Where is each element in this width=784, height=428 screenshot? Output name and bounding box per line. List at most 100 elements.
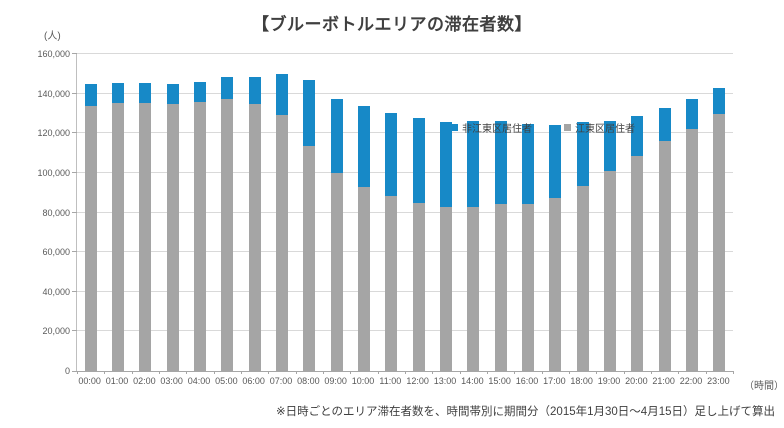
x-axis-tick: [378, 371, 379, 374]
x-axis-tick: [514, 371, 515, 374]
x-axis-unit-label: （時間）: [744, 381, 784, 392]
gridline: [77, 172, 733, 173]
bar-segment-non-koto: [713, 88, 726, 114]
stacked-bar-20:00: [631, 116, 644, 371]
x-axis-tick: [159, 371, 160, 374]
y-axis-tick-label: 100,000: [37, 168, 70, 178]
stacked-bar-14:00: [467, 121, 480, 371]
x-axis-tick: [596, 371, 597, 374]
x-axis-tick: [241, 371, 242, 374]
y-axis-tick: [72, 132, 77, 133]
x-axis-tick-label: 21:00: [652, 376, 675, 386]
stacked-bar-03:00: [166, 84, 179, 371]
bar-segment-koto: [658, 141, 671, 371]
bar-segment-non-koto: [276, 74, 288, 115]
bar-segment-koto: [604, 171, 616, 371]
bar-segment-koto: [166, 104, 179, 371]
x-axis-tick: [186, 371, 187, 374]
stacked-bar-05:00: [221, 77, 234, 371]
stacked-bar-04:00: [194, 82, 206, 371]
bar-segment-non-koto: [330, 99, 343, 173]
bar-segment-koto: [330, 173, 343, 371]
footnote: ※日時ごとのエリア滞在者数を、時間帯別に期間分（2015年1月30日～4月15日…: [276, 406, 775, 418]
bar-segment-non-koto: [412, 118, 425, 203]
x-axis-tick-label: 09:00: [324, 376, 347, 386]
bar-segment-koto: [139, 103, 152, 371]
y-axis-tick-label: 140,000: [37, 89, 70, 99]
x-axis-tick: [460, 371, 461, 374]
x-axis-tick-label: 18:00: [570, 376, 593, 386]
x-axis-tick: [268, 371, 269, 374]
x-axis-tick: [405, 371, 406, 374]
y-axis-tick: [72, 93, 77, 94]
bar-segment-non-koto: [358, 106, 370, 187]
x-axis-tick: [487, 371, 488, 374]
chart-title: 【ブルーボトルエリアの滞在者数】: [252, 15, 532, 34]
plot-area: 非江東区居住者 江東区居住者: [72, 53, 734, 374]
stacked-bar-11:00: [385, 113, 398, 371]
y-axis-unit-label: (人): [44, 31, 61, 42]
bar-segment-non-koto: [221, 77, 234, 99]
stacked-bar-09:00: [330, 99, 343, 371]
x-axis-tick: [104, 371, 105, 374]
x-axis-tick-label: 02:00: [133, 376, 156, 386]
x-axis-tick-label: 00:00: [78, 376, 101, 386]
x-axis-tick: [542, 371, 543, 374]
y-axis-tick: [72, 212, 77, 213]
bar-segment-koto: [713, 114, 726, 371]
stacked-bar-06:00: [248, 77, 261, 371]
x-axis-tick: [569, 371, 570, 374]
x-axis-tick-label: 23:00: [707, 376, 730, 386]
bar-segment-non-koto: [549, 125, 562, 198]
bar-segment-koto: [522, 204, 534, 371]
stacked-bar-17:00: [549, 125, 562, 371]
bar-segment-koto: [194, 102, 206, 371]
x-axis-tick: [214, 371, 215, 374]
bar-segment-koto: [549, 198, 562, 371]
legend-label: 江東区居住者: [575, 124, 635, 135]
gridline: [77, 291, 733, 292]
bar-segment-non-koto: [467, 121, 480, 207]
bar-segment-non-koto: [385, 113, 398, 196]
bar-segment-koto: [248, 104, 261, 371]
x-axis-tick: [678, 371, 679, 374]
bar-segment-non-koto: [522, 124, 534, 204]
x-axis-tick-label: 01:00: [105, 376, 129, 386]
stacked-bar-15:00: [494, 121, 507, 371]
y-axis-tick: [72, 291, 77, 292]
x-axis-tick-label: 22:00: [679, 376, 703, 386]
bar-segment-non-koto: [440, 122, 452, 207]
y-axis-tick: [72, 172, 77, 173]
legend-item-non-koto: 非江東区居住者: [451, 120, 532, 135]
stacked-bar-10:00: [358, 106, 370, 371]
x-axis-tick: [706, 371, 707, 374]
stacked-bar-08:00: [303, 80, 316, 371]
x-axis-tick-label: 13:00: [433, 376, 457, 386]
x-axis-tick-label: 07:00: [269, 376, 293, 386]
bar-segment-koto: [576, 186, 589, 371]
stacked-bar-16:00: [522, 124, 534, 371]
x-axis-tick-label: 06:00: [242, 376, 265, 386]
bar-segment-non-koto: [166, 84, 179, 104]
x-axis-tick-label: 20:00: [625, 376, 648, 386]
stacked-bar-23:00: [713, 88, 726, 371]
bar-segment-koto: [303, 146, 316, 371]
gridline: [77, 330, 733, 331]
legend-swatch-blue-icon: [451, 124, 458, 131]
y-axis-tick-label: 160,000: [37, 49, 70, 59]
x-axis-tick: [77, 371, 78, 374]
stacked-bar-19:00: [604, 121, 616, 371]
bar-segment-koto: [467, 207, 480, 371]
bar-segment-koto: [84, 106, 97, 371]
x-axis-tick-label: 15:00: [488, 376, 511, 386]
x-axis-tick-label: 16:00: [515, 376, 539, 386]
y-axis-tick: [72, 371, 77, 372]
x-axis-tick: [323, 371, 324, 374]
legend-item-koto: 江東区居住者: [564, 120, 635, 135]
bar-segment-non-koto: [576, 122, 589, 186]
bar-segment-non-koto: [248, 77, 261, 104]
bar-segment-non-koto: [139, 83, 152, 103]
y-axis-tick-label: 60,000: [42, 247, 70, 257]
y-axis-tick-label: 80,000: [42, 208, 70, 218]
bar-segment-non-koto: [112, 83, 124, 103]
